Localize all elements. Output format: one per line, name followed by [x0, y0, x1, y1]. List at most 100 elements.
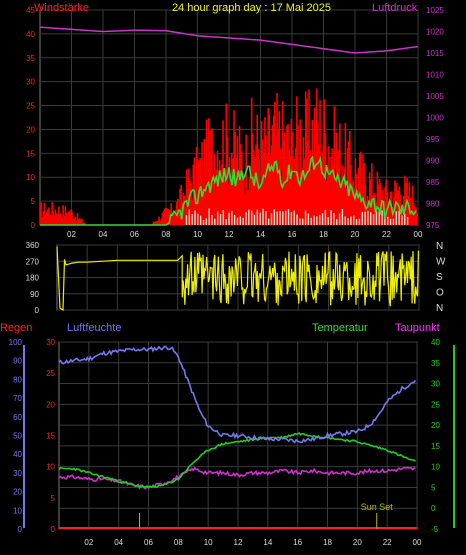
pressure-tick-label: 1020: [426, 28, 444, 37]
temperature-tick-label: 25: [431, 400, 440, 409]
humidity-tick-label: 0: [18, 525, 23, 534]
wind-x-tick-label: 18: [319, 230, 328, 239]
humidity-tick-label: 80: [13, 375, 22, 384]
rain-tick-label: 5: [51, 494, 56, 503]
humidity-tick-label: 90: [13, 357, 22, 366]
wind-tick-label: 5: [31, 197, 36, 206]
rain-tick-label: 15: [46, 432, 55, 441]
wind-tick-label: 10: [26, 173, 35, 182]
climate-x-tick-label: 22: [383, 538, 392, 547]
climate-x-ticks: 02 04 06 08 10 12 14 16 18 20 22 00: [84, 538, 422, 547]
compass-label: O: [436, 288, 444, 299]
compass-label: S: [436, 272, 443, 283]
wind-gust-series: [39, 88, 418, 225]
temperature-tick-label: 30: [431, 380, 440, 389]
wind-x-tick-label: 12: [225, 230, 234, 239]
wind-direction-line: [56, 246, 419, 312]
temperature-axis-label: Temperatur: [312, 322, 368, 334]
humidity-line: [58, 345, 417, 444]
climate-x-tick-label: 20: [353, 538, 362, 547]
temperature-tick-label: 5: [431, 483, 436, 492]
direction-tick-label: 360: [26, 241, 40, 250]
rain-tick-label: 0: [51, 525, 56, 534]
wind-light-series: [185, 208, 409, 225]
temperature-tick-label: -5: [431, 525, 439, 534]
direction-left-ticks: 360 270 180 90 0: [26, 241, 40, 315]
rain-tick-label: 25: [46, 369, 55, 378]
humidity-tick-label: 100: [9, 338, 23, 347]
temperature-ticks: 40 35 30 25 20 15 10 5 0 -5: [431, 338, 440, 534]
wind-tick-label: 20: [26, 125, 35, 134]
rain-tick-label: 10: [46, 463, 55, 472]
climate-x-tick-label: 08: [174, 538, 183, 547]
pressure-tick-label: 975: [426, 221, 440, 230]
wind-tick-label: 0: [31, 221, 36, 230]
climate-x-tick-label: 02: [84, 538, 93, 547]
pressure-line: [39, 26, 419, 54]
sunset-label: Sun Set: [361, 502, 394, 512]
direction-tick-label: 0: [35, 306, 40, 315]
wind-tick-label: 30: [26, 78, 35, 87]
rain-axis-label: Regen: [0, 322, 32, 334]
climate-x-tick-label: 04: [114, 538, 123, 547]
temperature-tick-label: 10: [431, 463, 440, 472]
pressure-axis-label: Luftdruck: [372, 2, 418, 14]
pressure-tick-label: 990: [426, 157, 440, 166]
wind-axis-label: Windstärke: [34, 2, 89, 14]
temperature-tick-label: 15: [431, 442, 440, 451]
temperature-tick-label: 35: [431, 359, 440, 368]
temperature-tick-label: 0: [431, 504, 436, 513]
pressure-tick-label: 1015: [426, 49, 444, 58]
climate-x-tick-label: 18: [323, 538, 332, 547]
wind-x-tick-label: 00: [414, 230, 423, 239]
rain-tick-label: 30: [46, 338, 55, 347]
direction-tick-label: 270: [26, 257, 40, 266]
humidity-tick-label: 50: [13, 432, 22, 441]
humidity-tick-label: 60: [13, 413, 22, 422]
wind-x-tick-label: 20: [351, 230, 360, 239]
wind-x-tick-label: 22: [382, 230, 391, 239]
climate-grid: [59, 341, 418, 530]
wind-x-tick-label: 04: [99, 230, 108, 239]
climate-x-tick-label: 12: [234, 538, 243, 547]
temperature-tick-label: 20: [431, 421, 440, 430]
rain-tick-label: 20: [46, 400, 55, 409]
humidity-tick-label: 30: [13, 469, 22, 478]
humidity-tick-label: 70: [13, 394, 22, 403]
pressure-tick-label: 980: [426, 200, 440, 209]
wind-x-tick-label: 10: [193, 230, 202, 239]
humidity-tick-label: 40: [13, 450, 22, 459]
climate-x-tick-label: 14: [263, 538, 272, 547]
compass-label: N: [436, 241, 443, 252]
wind-x-tick-label: 06: [130, 230, 139, 239]
humidity-tick-label: 20: [13, 488, 22, 497]
humidity-tick-label: 10: [13, 506, 22, 515]
pressure-tick-label: 995: [426, 135, 440, 144]
wind-x-tick-label: 02: [67, 230, 76, 239]
wind-tick-label: 15: [26, 149, 35, 158]
pressure-tick-label: 1025: [426, 6, 444, 15]
compass-label: W: [436, 257, 446, 268]
wind-x-tick-label: 14: [256, 230, 265, 239]
pressure-right-ticks: 1025 1020 1015 1010 1005 1000 995 990 985 980 975: [426, 6, 444, 230]
direction-tick-label: 90: [30, 290, 39, 299]
climate-x-tick-label: 16: [293, 538, 302, 547]
climate-x-tick-label: 10: [204, 538, 213, 547]
pressure-tick-label: 1000: [426, 114, 444, 123]
wind-x-tick-label: 16: [288, 230, 297, 239]
wind-tick-label: 35: [26, 54, 35, 63]
pressure-tick-label: 1010: [426, 71, 444, 80]
pressure-tick-label: 1005: [426, 92, 444, 101]
direction-tick-label: 180: [26, 274, 40, 283]
compass-label: N: [436, 303, 443, 314]
humidity-axis-label: Luftfeuchte: [67, 322, 121, 334]
wind-x-tick-label: 08: [162, 230, 171, 239]
wind-speed-line: [40, 155, 418, 226]
wind-tick-label: 25: [26, 102, 35, 111]
pressure-tick-label: 985: [426, 178, 440, 187]
